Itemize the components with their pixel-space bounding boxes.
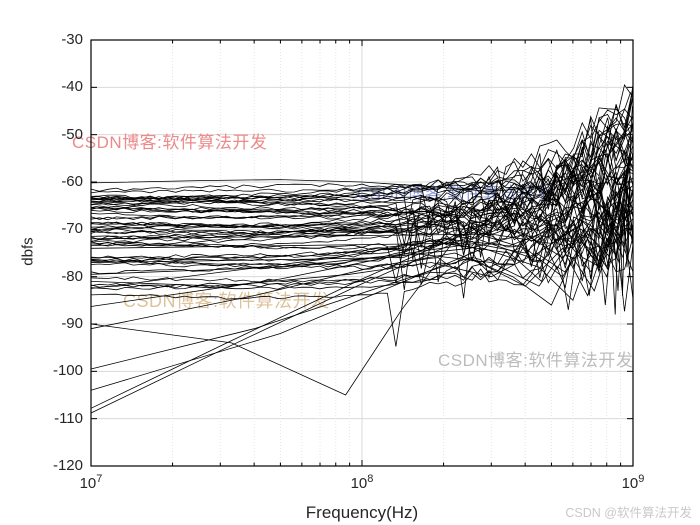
y-tick-label: -100 (52, 362, 83, 380)
y-tick-label: -40 (61, 78, 83, 96)
y-tick-label: -110 (54, 409, 83, 427)
y-tick-label: -50 (61, 125, 83, 143)
x-tick-label: 107 (79, 473, 103, 493)
y-tick-label: -60 (61, 173, 83, 190)
y-tick-label: -90 (61, 315, 83, 332)
y-tick-label: -120 (52, 457, 83, 474)
watermark-bottom-right-inner: CSDN博客:软件算法开发 (438, 351, 634, 370)
y-tick-label: -30 (61, 31, 83, 48)
x-axis-label: Frequency(Hz) (305, 503, 419, 522)
x-tick-label: 109 (621, 473, 645, 493)
y-tick-label: -80 (61, 267, 83, 285)
x-tick-label: 108 (350, 473, 374, 493)
watermark-credit: CSDN @软件算法开发 (565, 506, 692, 520)
y-tick-label: -70 (61, 220, 83, 238)
y-axis-label: dbfs (19, 237, 37, 266)
watermark-top-left: CSDN博客:软件算法开发 (72, 133, 268, 152)
